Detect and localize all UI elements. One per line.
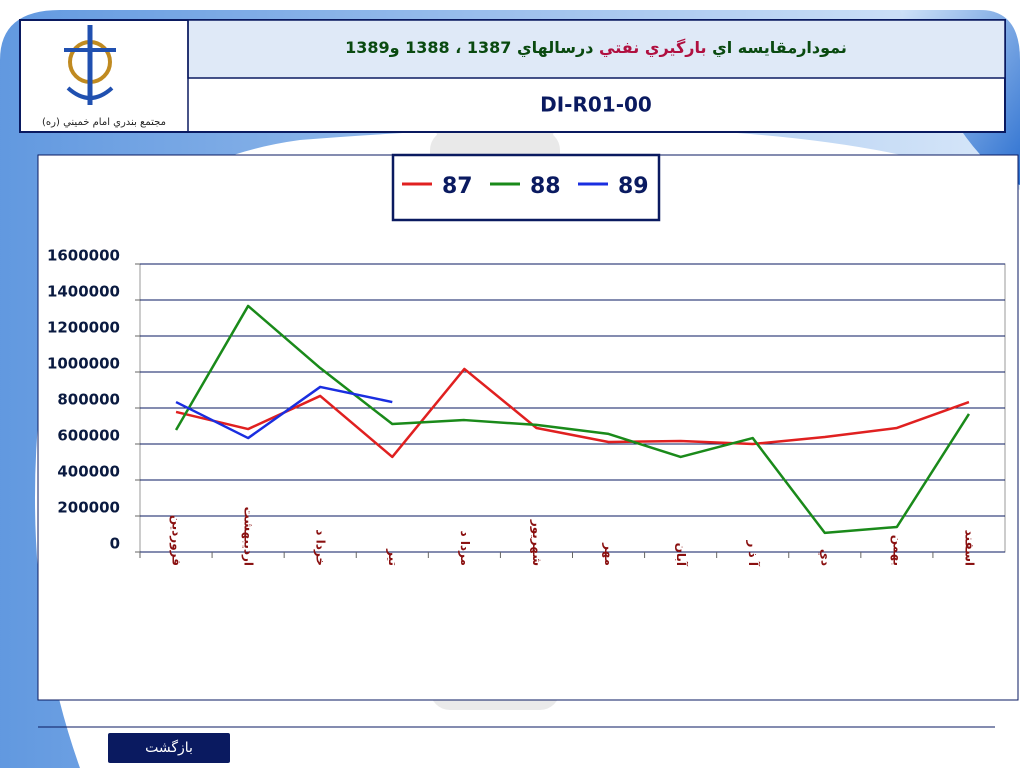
title-cell	[187, 19, 1006, 79]
legend-box	[391, 153, 661, 222]
y-tick-label: 1000000	[47, 355, 120, 373]
x-tick-label: دي	[818, 549, 832, 566]
legend-label: 87	[442, 174, 473, 199]
x-tick-label: آبان	[674, 543, 689, 567]
x-tick-label: خردا د	[314, 529, 328, 566]
y-tick-label: 200000	[57, 499, 120, 517]
logo-caption: مجتمع بندري امام خميني (ره)	[42, 117, 166, 128]
x-tick-label: مهر	[602, 542, 616, 566]
x-tick-label: تير	[386, 548, 400, 566]
y-tick-label: 1400000	[47, 283, 120, 301]
doc-code: DI-R01-00	[540, 93, 652, 117]
x-tick-label: شهريور	[529, 519, 544, 566]
legend-label: 88	[530, 174, 561, 199]
x-tick-label: مردا د	[458, 530, 472, 566]
back-button-label[interactable]: بازگشت	[145, 739, 193, 756]
chart-frame	[37, 154, 1019, 701]
y-tick-label: 1200000	[47, 319, 120, 337]
x-tick-label: ارديبهشت	[242, 507, 256, 566]
x-tick-label: آ ذ ر	[746, 539, 761, 566]
series-line	[175, 367, 970, 459]
x-tick-label: فروردين	[169, 515, 184, 566]
y-tick-label: 400000	[57, 463, 120, 481]
chart-title: نمودارمقايسه اي بارگيري نفتي درسالهاي 13…	[345, 38, 847, 58]
y-tick-label: 0	[110, 535, 120, 553]
plot: 0 200000 400000 600000 800000 1000000 1200000 1…	[47, 174, 1006, 567]
y-tick-label: 1600000	[47, 247, 120, 265]
y-tick-label: 800000	[57, 391, 120, 409]
series-line	[174, 304, 971, 535]
logo	[64, 25, 116, 105]
x-tick-label: بهمن	[890, 535, 904, 566]
y-tick-label: 600000	[57, 427, 120, 445]
legend-label: 89	[618, 174, 649, 199]
series-line	[175, 385, 393, 440]
x-tick-label: اسفند	[962, 530, 976, 566]
back-button[interactable]	[108, 733, 230, 763]
